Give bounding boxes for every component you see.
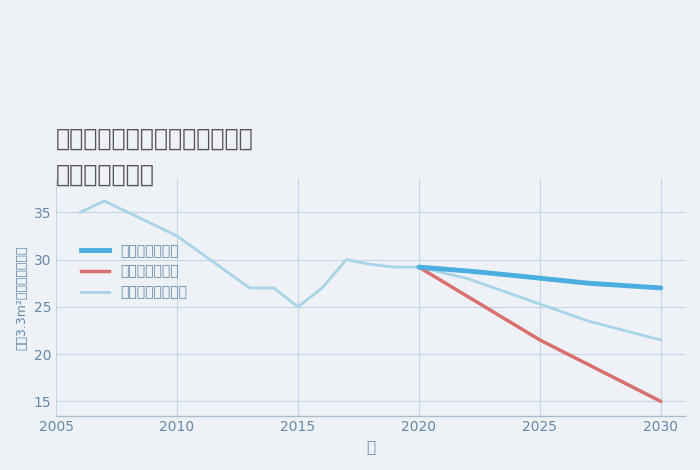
Text: 兵庫県姫路市白浜町宇佐崎北の: 兵庫県姫路市白浜町宇佐崎北の: [56, 127, 254, 151]
X-axis label: 年: 年: [366, 440, 375, 455]
Legend: グッドシナリオ, バッドシナリオ, ノーマルシナリオ: グッドシナリオ, バッドシナリオ, ノーマルシナリオ: [76, 238, 192, 305]
Y-axis label: 坪（3.3m²）単価（万円）: 坪（3.3m²）単価（万円）: [15, 245, 28, 350]
Text: 土地の価格推移: 土地の価格推移: [56, 163, 155, 187]
